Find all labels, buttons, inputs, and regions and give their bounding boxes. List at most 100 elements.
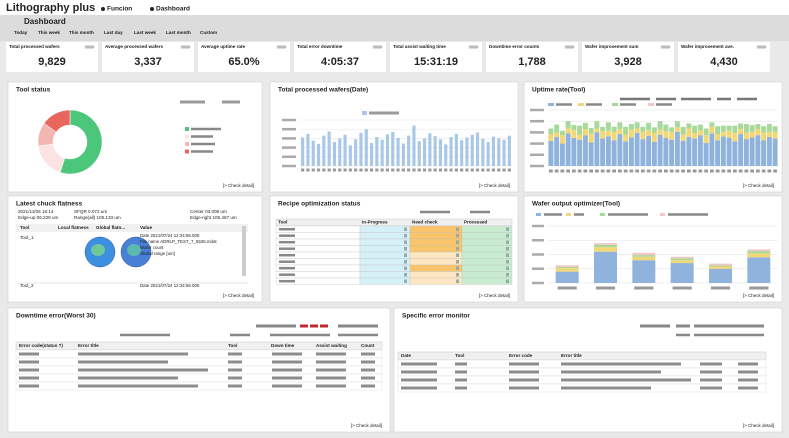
redacted-text	[507, 168, 511, 172]
kpi-label: Total assist waiting time	[393, 44, 446, 49]
stacked-bar	[594, 121, 600, 129]
redacted-text	[620, 97, 650, 101]
redacted-text	[502, 168, 506, 172]
check-detail-link[interactable]: [> Check detail]	[223, 183, 254, 188]
bar	[316, 143, 321, 166]
stacked-bar	[651, 141, 657, 166]
redacted-text	[279, 279, 295, 283]
redacted-text	[364, 168, 368, 172]
redacted-text	[361, 384, 375, 388]
bar	[481, 138, 485, 166]
column-header: Tool	[20, 225, 29, 230]
redacted-text	[272, 376, 302, 380]
flatness-info: SFQR 0.072 um	[74, 209, 107, 214]
stacked-bar	[548, 140, 554, 166]
column-header: Assist waiting	[316, 343, 347, 348]
redacted-text	[279, 273, 295, 276]
sub-header	[0, 15, 789, 41]
stacked-bar	[565, 133, 571, 166]
redacted-text	[658, 169, 662, 173]
table-cell	[461, 225, 513, 233]
redacted-text	[530, 142, 544, 145]
stacked-bar	[749, 137, 755, 166]
stacked-bar	[663, 138, 669, 166]
app-title: Lithography plus	[6, 2, 95, 14]
redacted-text	[228, 384, 242, 388]
stacked-bar	[594, 243, 617, 245]
redacted-text	[380, 168, 384, 172]
bar	[301, 137, 305, 166]
redacted-text	[338, 333, 378, 337]
check-detail-link[interactable]: [> Check detail]	[743, 183, 774, 188]
period-tab[interactable]: Last week	[134, 30, 156, 35]
stacked-bar	[772, 138, 778, 166]
check-detail-link[interactable]: [> Check detail]	[479, 293, 510, 298]
stacked-bar	[657, 121, 663, 130]
nav-item[interactable]: Dashboard	[156, 6, 190, 13]
redacted-text	[757, 45, 766, 49]
redacted-text	[623, 169, 628, 173]
redacted-text	[717, 97, 731, 101]
legend-swatch	[536, 213, 541, 216]
check-detail-link[interactable]: [> Check detail]	[743, 423, 774, 428]
column-header: In-Progress	[362, 220, 388, 225]
bar	[449, 137, 453, 166]
redacted-text	[700, 370, 722, 374]
redacted-text	[181, 45, 190, 49]
redacted-text	[310, 324, 318, 328]
donut-segment	[43, 109, 71, 133]
redacted-text	[327, 168, 331, 172]
check-detail-link[interactable]: [> Check detail]	[223, 293, 254, 298]
nav-dot	[150, 7, 154, 11]
check-detail-link[interactable]: [> Check detail]	[351, 423, 382, 428]
redacted-text	[738, 386, 758, 390]
kpi-label: Downtime error counts	[489, 44, 540, 49]
period-tab[interactable]: Last month	[166, 30, 191, 35]
stacked-bar	[726, 138, 732, 166]
period-tab[interactable]: This month	[69, 30, 94, 35]
stacked-bar	[680, 126, 686, 135]
bar	[502, 139, 506, 166]
redacted-text	[532, 224, 544, 228]
nav-item[interactable]: Funcion	[107, 6, 132, 13]
check-detail-link[interactable]: [> Check detail]	[743, 293, 774, 298]
table-cell	[461, 277, 513, 285]
stacked-bar	[686, 128, 692, 137]
stacked-bar	[747, 257, 771, 283]
kpi-card	[390, 42, 482, 72]
redacted-text	[417, 168, 421, 172]
period-tab[interactable]: Today	[14, 30, 28, 35]
redacted-text	[612, 169, 616, 173]
bar	[359, 132, 363, 166]
redacted-text	[361, 352, 375, 356]
kpi-value: 3,928	[614, 56, 642, 68]
kpi-card	[198, 42, 290, 72]
redacted-text	[332, 168, 337, 172]
redacted-text	[560, 169, 565, 173]
period-tab[interactable]: This week	[38, 30, 60, 35]
redacted-text	[282, 118, 296, 122]
check-detail-link[interactable]: [> Check detail]	[479, 183, 510, 188]
stacked-bar	[555, 265, 579, 268]
redacted-text	[756, 169, 760, 173]
table-cell	[409, 238, 463, 246]
cell-marker	[456, 273, 459, 277]
stacked-bar	[686, 136, 692, 166]
table-cell	[409, 264, 463, 272]
stacked-bar	[594, 244, 617, 248]
stacked-bar	[726, 125, 732, 131]
stacked-bar	[766, 136, 772, 166]
bar	[465, 137, 469, 166]
redacted-text	[737, 97, 757, 101]
stacked-bar	[594, 128, 600, 133]
period-tab[interactable]: Last day	[104, 30, 123, 35]
stacked-bar	[600, 126, 606, 132]
panel-title: Uptime rate(Tool)	[532, 87, 585, 94]
period-tab[interactable]: Custom	[200, 30, 217, 35]
stacked-bar	[747, 251, 771, 254]
stacked-bar	[559, 135, 565, 144]
stacked-bar	[709, 268, 732, 283]
top-bar	[0, 0, 789, 15]
redacted-text	[572, 169, 576, 173]
redacted-text	[407, 168, 411, 172]
